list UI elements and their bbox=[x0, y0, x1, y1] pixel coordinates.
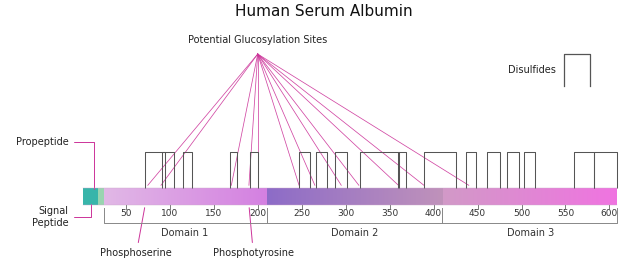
Title: Human Serum Albumin: Human Serum Albumin bbox=[235, 4, 413, 19]
Text: Propeptide: Propeptide bbox=[16, 137, 94, 189]
Text: 300: 300 bbox=[337, 209, 355, 218]
Text: 450: 450 bbox=[469, 209, 486, 218]
Text: Signal
Peptide: Signal Peptide bbox=[32, 204, 91, 228]
Text: Phosphotyrosine: Phosphotyrosine bbox=[213, 208, 294, 258]
Text: 550: 550 bbox=[557, 209, 574, 218]
Text: 150: 150 bbox=[205, 209, 222, 218]
Text: Phosphoserine: Phosphoserine bbox=[100, 208, 172, 258]
Text: 500: 500 bbox=[513, 209, 530, 218]
Text: Domain 3: Domain 3 bbox=[507, 228, 554, 238]
Text: Disulfides: Disulfides bbox=[508, 65, 556, 75]
Text: Potential Glucosylation Sites: Potential Glucosylation Sites bbox=[188, 35, 327, 45]
Text: Domain 2: Domain 2 bbox=[331, 228, 378, 238]
Text: 50: 50 bbox=[120, 209, 132, 218]
Text: 100: 100 bbox=[161, 209, 179, 218]
Text: 200: 200 bbox=[249, 209, 266, 218]
Text: 400: 400 bbox=[425, 209, 442, 218]
Text: 250: 250 bbox=[293, 209, 310, 218]
Text: 350: 350 bbox=[381, 209, 398, 218]
Text: Domain 1: Domain 1 bbox=[161, 228, 209, 238]
Text: 600: 600 bbox=[601, 209, 618, 218]
